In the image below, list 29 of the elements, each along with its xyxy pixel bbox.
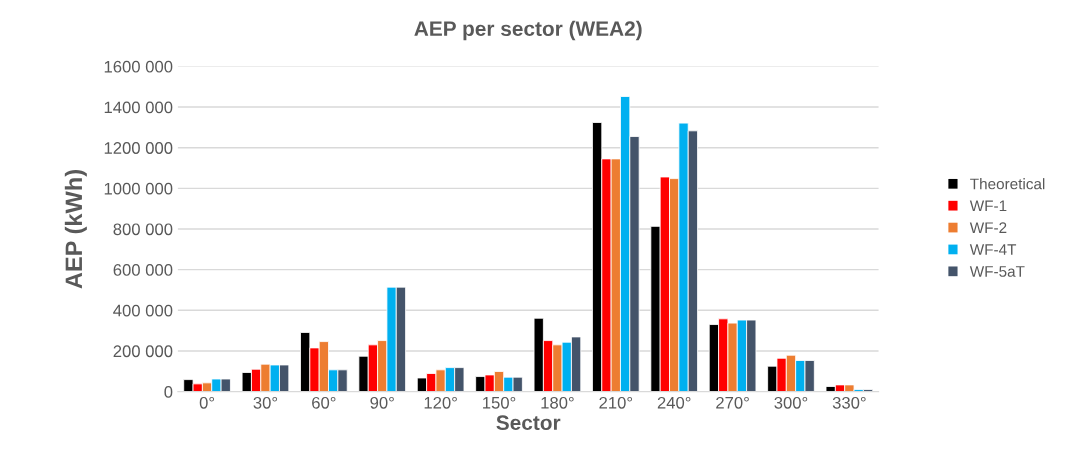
y-tick-label: 400 000 — [113, 304, 173, 317]
y-tick-label: 1000 000 — [104, 182, 173, 195]
x-tick-label: 120° — [424, 396, 457, 409]
y-tick-label: 1400 000 — [104, 101, 173, 114]
legend-label: WF-2 — [969, 222, 1007, 233]
y-tick-label: 1200 000 — [104, 142, 173, 154]
y-tick-label: 1600 000 — [104, 60, 173, 73]
x-tick-label: 180° — [541, 396, 574, 409]
chart-title: AEP per sector (WEA2) — [414, 20, 642, 41]
legend-label: WF-1 — [969, 200, 1007, 212]
x-tick-label: 0° — [199, 396, 215, 409]
x-tick-label: 240° — [657, 396, 691, 409]
y-axis-title: AEP (kWh) — [64, 170, 87, 289]
x-tick-label: 150° — [483, 396, 516, 409]
x-tick-label: 60° — [312, 396, 336, 409]
x-tick-label: 210° — [599, 396, 633, 409]
x-tick-label: 300° — [774, 396, 808, 409]
x-axis-title: Sector — [496, 415, 561, 431]
legend-label: WF-5aT — [969, 266, 1025, 277]
x-tick-label: 270° — [716, 396, 749, 409]
legend-label: WF-4T — [969, 244, 1017, 255]
x-tick-label: 90° — [370, 396, 394, 409]
y-tick-label: 0 — [164, 385, 173, 398]
x-tick-label: 330° — [832, 396, 866, 409]
y-tick-label: 200 000 — [113, 345, 173, 358]
legend-label: Theoretical — [970, 178, 1045, 190]
y-tick-label: 600 000 — [113, 264, 173, 276]
y-tick-label: 800 000 — [113, 223, 173, 236]
x-tick-label: 30° — [253, 396, 278, 409]
